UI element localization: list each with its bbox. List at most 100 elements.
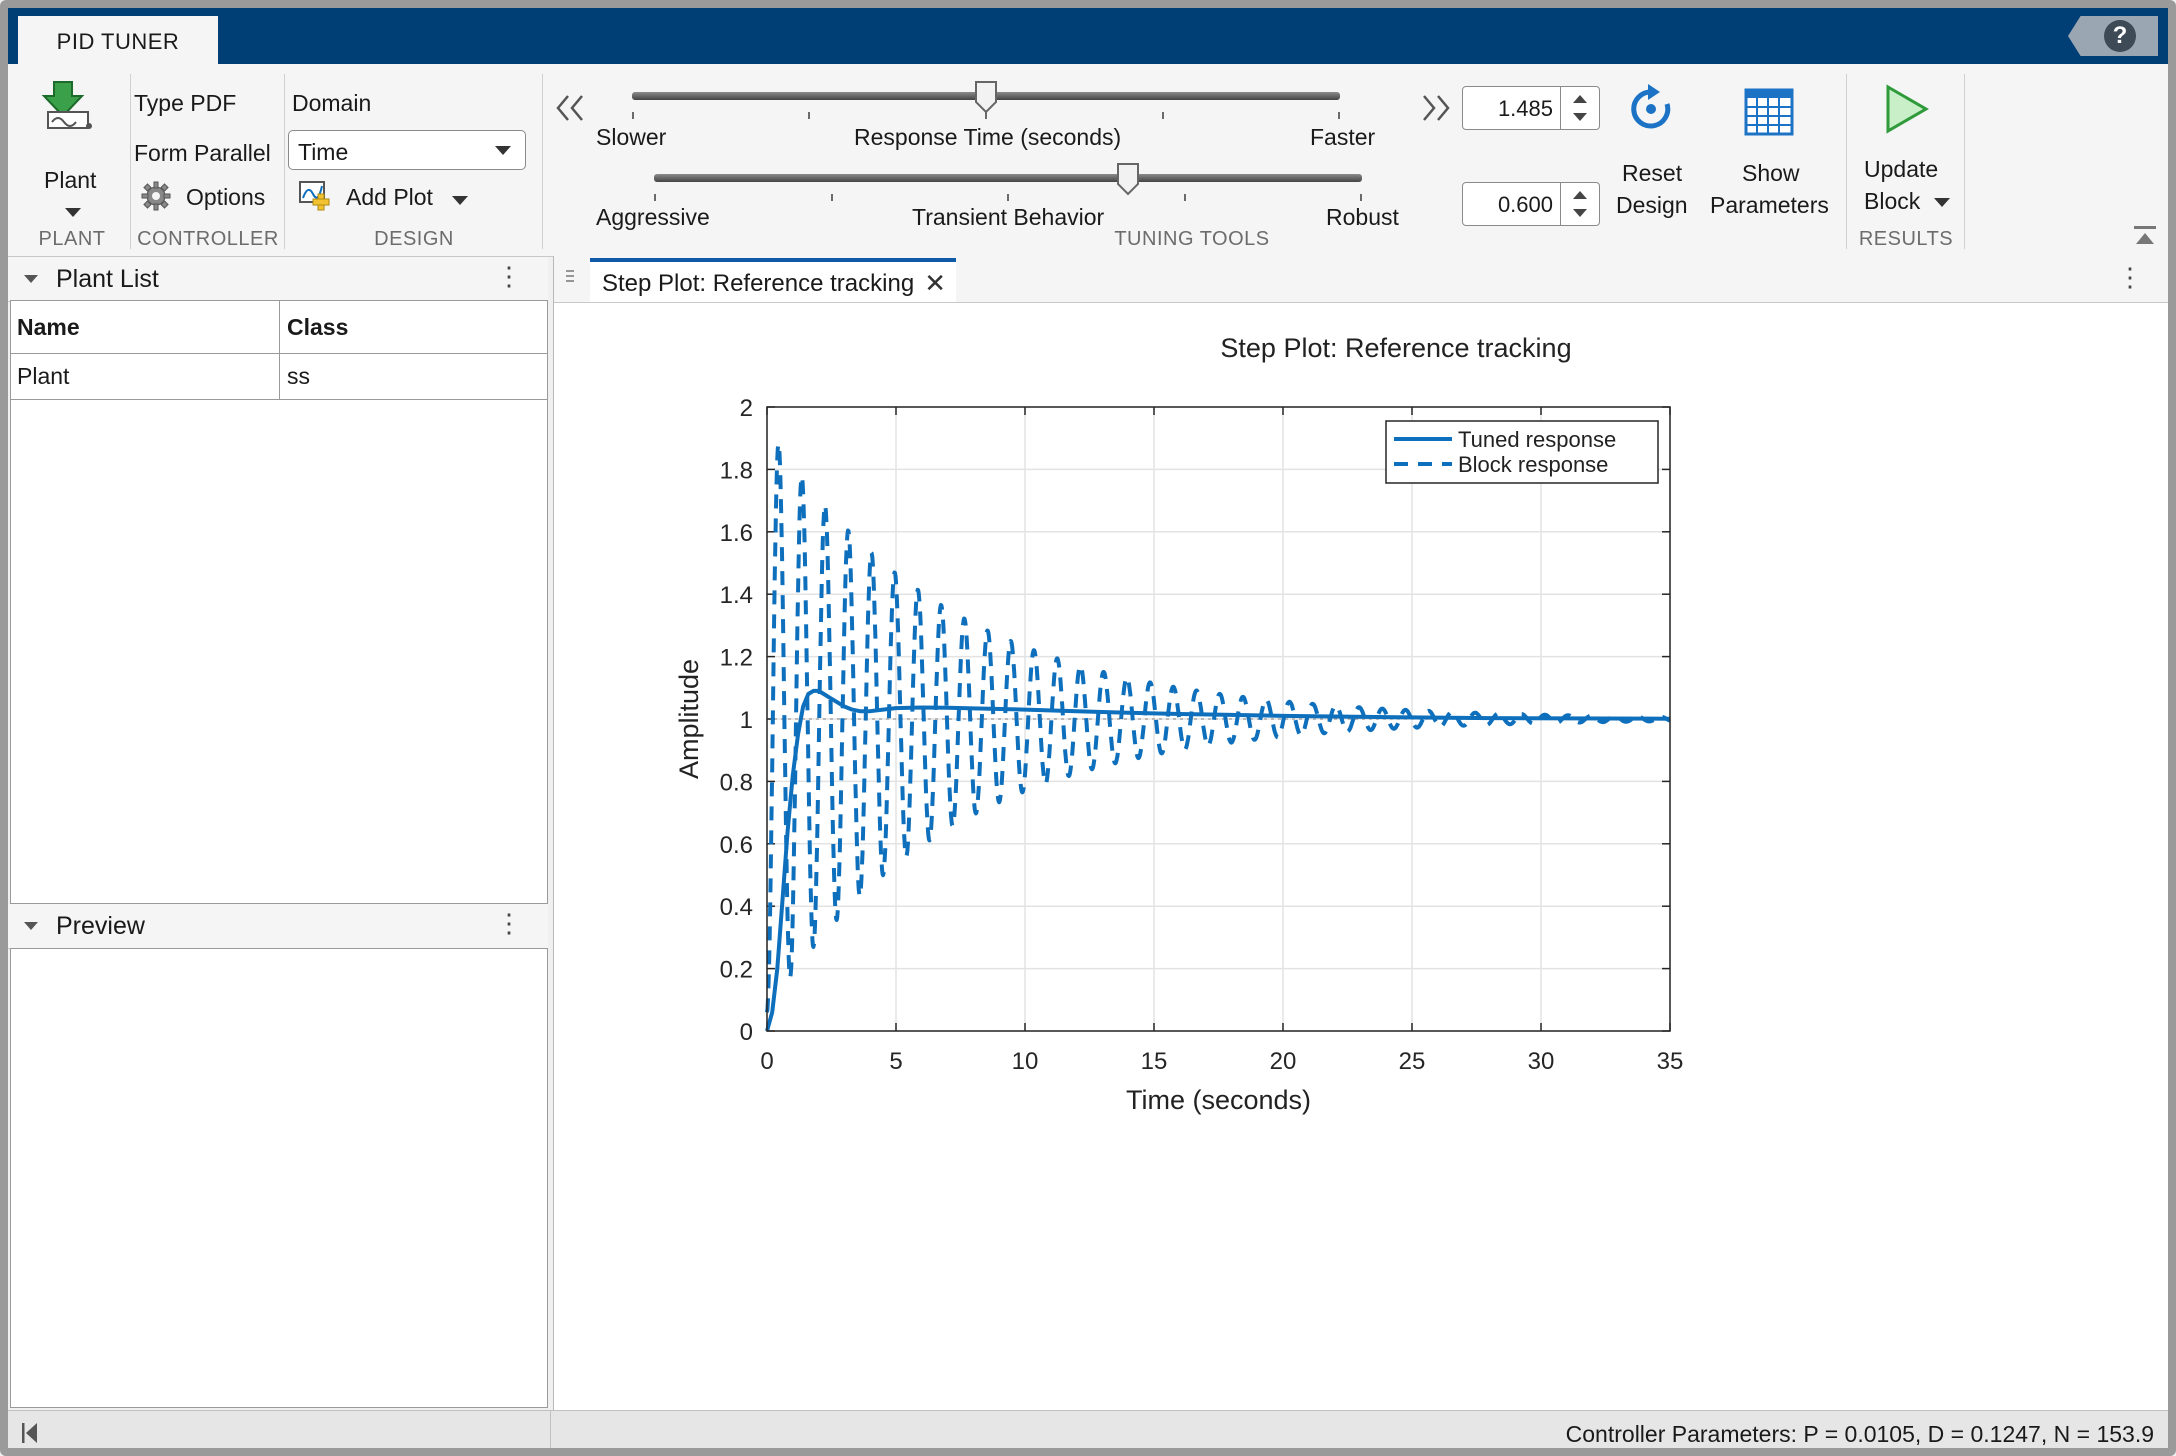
y-tick-label: 0.6 xyxy=(720,832,753,859)
update-label-1: Update xyxy=(1864,156,1939,182)
transient-value: 0.600 xyxy=(1497,192,1553,217)
reset-icon xyxy=(1631,84,1671,129)
collapse-triangle-icon[interactable] xyxy=(24,922,38,930)
chevron-down-icon xyxy=(65,208,81,217)
section-label-plant: PLANT xyxy=(38,228,106,250)
response-time-spinner[interactable]: 1.485 xyxy=(1462,86,1600,130)
domain-dropdown[interactable]: Time xyxy=(288,130,526,170)
plot-frame xyxy=(766,406,1671,1032)
double-chevron-left-icon[interactable] xyxy=(554,94,588,122)
plant-button[interactable]: Plant xyxy=(22,74,122,224)
document-tab-bar: Step Plot: Reference tracking ✕ ⋮ xyxy=(554,256,2168,303)
domain-label: Domain xyxy=(292,90,372,116)
step-plot-chart[interactable]: Step Plot: Reference tracking 0 5 10 15 20 25… xyxy=(554,302,2169,1410)
table-header: Name Class xyxy=(11,301,547,354)
legend-box xyxy=(1385,420,1659,484)
slider-tick xyxy=(831,194,833,201)
column-header-class[interactable]: Class xyxy=(287,314,349,340)
help-icon: ? xyxy=(2104,20,2136,52)
y-tick-label: 1.4 xyxy=(720,582,753,609)
divider xyxy=(542,74,543,249)
response-time-slider-thumb[interactable] xyxy=(974,80,998,114)
divider xyxy=(284,74,285,249)
column-divider xyxy=(279,301,280,353)
plant-import-icon xyxy=(41,81,92,129)
domain-value: Time xyxy=(298,139,349,165)
cell-name: Plant xyxy=(17,363,70,389)
add-plot-icon xyxy=(299,181,330,211)
series-line-block-response xyxy=(765,441,1672,1013)
y-tick-label: 2 xyxy=(740,395,753,422)
first-page-icon[interactable] xyxy=(20,1421,40,1445)
app-tab[interactable]: PID TUNER xyxy=(18,16,218,70)
close-icon[interactable]: ✕ xyxy=(924,268,946,298)
show-parameters-button[interactable]: Show Parameters xyxy=(1706,80,1832,220)
chevron-down-icon xyxy=(495,146,511,155)
status-bar: Controller Parameters: P = 0.0105, D = 0… xyxy=(8,1410,2168,1448)
x-tick-label: 10 xyxy=(1012,1048,1039,1075)
x-tick-label: 5 xyxy=(889,1048,902,1075)
collapse-triangle-icon[interactable] xyxy=(24,275,38,283)
divider xyxy=(1964,74,1965,249)
column-divider xyxy=(279,353,280,399)
response-time-label: Response Time (seconds) xyxy=(854,124,1122,150)
slider-tick xyxy=(632,112,634,119)
reset-design-button[interactable]: Reset Design xyxy=(1604,80,1700,220)
transient-spinner[interactable]: 0.600 xyxy=(1462,182,1600,226)
y-tick-label: 1 xyxy=(740,707,753,734)
slider-tick xyxy=(1162,112,1164,119)
plant-label: Plant xyxy=(44,167,97,193)
double-chevron-right-icon[interactable] xyxy=(1418,94,1452,122)
play-icon xyxy=(1886,84,1929,134)
transient-slider-thumb[interactable] xyxy=(1116,162,1140,196)
panel-menu-icon[interactable]: ⋮ xyxy=(496,261,522,291)
tab-step-plot-label: Step Plot: Reference tracking xyxy=(602,270,915,297)
options-button[interactable]: Options xyxy=(134,178,274,214)
divider xyxy=(130,74,131,249)
panel-menu-icon[interactable]: ⋮ xyxy=(496,908,522,938)
divider xyxy=(1846,74,1847,249)
section-label-results: RESULTS xyxy=(1858,228,1954,250)
tab-step-plot[interactable]: Step Plot: Reference tracking ✕ xyxy=(590,258,956,302)
table-row[interactable]: Plant ss xyxy=(11,353,547,400)
column-header-name[interactable]: Name xyxy=(17,314,80,340)
table-grid-icon xyxy=(1744,88,1794,136)
controller-form-button[interactable]: Form Parallel xyxy=(134,140,271,166)
reset-label-2: Design xyxy=(1616,192,1688,218)
legend-entry: Tuned response xyxy=(1458,427,1616,452)
gear-icon xyxy=(141,181,171,211)
x-tick-label: 30 xyxy=(1528,1048,1555,1075)
help-button[interactable]: ? xyxy=(2068,16,2158,56)
update-label-2: Block xyxy=(1864,188,1921,214)
y-tick-label: 0.2 xyxy=(720,957,753,984)
spinner-buttons[interactable] xyxy=(1560,183,1599,225)
x-tick-label: 25 xyxy=(1399,1048,1426,1075)
x-tick-label: 20 xyxy=(1270,1048,1297,1075)
update-block-button[interactable]: Update Block xyxy=(1854,80,1958,220)
controller-type-button[interactable]: Type PDF xyxy=(134,90,237,116)
chart-series xyxy=(765,441,1672,1032)
slider-tick xyxy=(654,194,656,201)
drag-handle-icon[interactable] xyxy=(564,268,576,288)
preview-header[interactable]: Preview ⋮ xyxy=(8,904,548,949)
cell-class: ss xyxy=(287,363,310,389)
slider-tick xyxy=(808,112,810,119)
legend-entry: Block response xyxy=(1458,452,1608,477)
robust-label: Robust xyxy=(1326,204,1399,230)
chart-ticks: 0 5 10 15 20 25 30 35 0 0.2 0.4 0.6 0.8 1 1.2 1.4 1.6 1.8… xyxy=(720,395,1684,1075)
transient-slider-track[interactable] xyxy=(654,174,1362,182)
add-plot-button[interactable]: Add Plot xyxy=(292,178,482,214)
slider-tick xyxy=(985,112,987,119)
document-menu-icon[interactable]: ⋮ xyxy=(2117,262,2143,292)
aggressive-label: Aggressive xyxy=(596,204,710,230)
spinner-buttons[interactable] xyxy=(1560,87,1599,129)
collapse-toolstrip-icon[interactable] xyxy=(2132,224,2158,248)
chevron-down-icon xyxy=(452,196,468,205)
show-label-2: Parameters xyxy=(1710,192,1829,218)
section-label-tuning: TUNING TOOLS xyxy=(1114,228,1270,250)
status-divider xyxy=(550,1411,551,1448)
section-label-controller: CONTROLLER xyxy=(137,228,279,250)
plant-list-header[interactable]: Plant List ⋮ xyxy=(8,257,548,302)
